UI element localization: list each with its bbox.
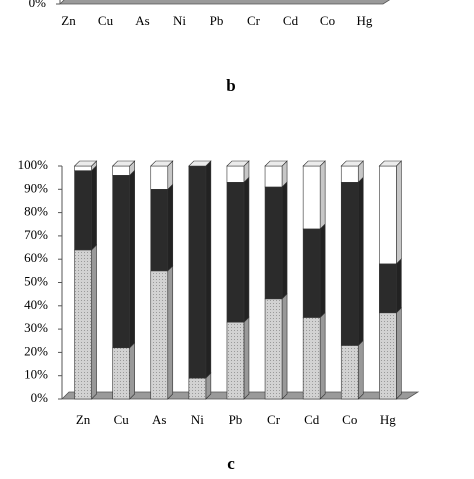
bar-side [396,307,402,400]
bar-segment [302,317,321,400]
x-tick-label: Cd [283,13,299,28]
bar-side [129,342,135,400]
y-tick-label: 80% [24,204,48,219]
bar-side [396,160,402,265]
bar-segment [264,186,283,300]
y-tick-label: 50% [24,273,48,288]
bar-side [167,183,174,272]
y-tick-label: 20% [24,343,48,358]
y-tick-label: 10% [24,367,48,382]
x-tick-label: Co [320,13,335,28]
panel-label: c [227,454,235,473]
x-tick-label: As [135,13,149,28]
bar-segment [379,165,397,265]
x-tick-label: Zn [76,412,91,427]
bar-segment [302,165,321,230]
bar-top [302,160,326,167]
bar-side [319,160,326,230]
bar-segment [150,165,169,190]
x-tick-label: As [152,412,166,427]
bar-side [243,176,250,323]
panel-label: b [226,76,235,95]
x-tick-label: Pb [210,13,224,28]
x-tick-label: Co [342,412,357,427]
bar-side [281,181,288,300]
bar-segment [112,347,130,400]
bar-segment [302,228,321,318]
bar-segment [188,377,207,400]
y-tick-label: 0% [31,390,49,405]
bar-segment [226,321,245,400]
bar-top [264,160,288,167]
bar-side [129,169,135,349]
bar-side [319,311,326,400]
bar-segment [188,165,207,379]
bar-side [357,176,364,347]
x-tick-label: Cd [304,412,320,427]
bar-segment [226,165,245,183]
bar-segment [74,249,92,400]
bar-top [150,160,174,167]
bar-side [319,223,326,319]
y-tick-label: 70% [24,227,48,242]
bar-top [226,160,250,167]
bar-segment [264,165,283,188]
x-tick-label: Hg [380,412,396,427]
bar-top [378,160,403,167]
bar-segment [226,182,245,323]
y-tick-label: 60% [24,250,48,265]
bar-segment [112,165,130,176]
bar-side [357,339,364,400]
bar-side [91,164,97,251]
x-tick-label: Cr [247,13,261,28]
bar-segment [340,182,359,346]
bar-top [111,160,136,167]
bar-segment [379,263,397,314]
bar-segment [264,298,283,400]
floor [59,0,391,5]
y-tick-label: 90% [24,180,48,195]
bar-segment [112,175,130,349]
bar-side [167,265,174,400]
bar-side [281,293,288,400]
bar-side [396,258,402,314]
x-tick-label: Cr [267,412,281,427]
bar-top [73,160,98,167]
bar-top [188,160,212,167]
bar-top [340,160,364,167]
y-tick-label: 30% [24,320,48,335]
bar-segment [74,165,92,171]
x-tick-label: Hg [357,13,373,28]
y-tick-label: 0% [29,0,47,10]
x-tick-label: Pb [229,412,243,427]
bar-segment [150,270,169,400]
bar-segment [74,170,92,251]
x-tick-label: Ni [173,13,186,28]
bar-segment [340,165,359,183]
y-tick-label: 100% [18,157,49,172]
bar-segment [150,189,169,272]
bar-side [243,316,250,400]
x-tick-label: Cu [98,13,114,28]
x-tick-label: Cu [114,412,130,427]
bar-side [205,160,212,379]
y-tick-label: 40% [24,297,48,312]
bar-segment [340,345,359,400]
bar-side [91,244,97,400]
x-tick-label: Zn [61,13,76,28]
bar-segment [379,312,397,400]
x-tick-label: Ni [191,412,204,427]
